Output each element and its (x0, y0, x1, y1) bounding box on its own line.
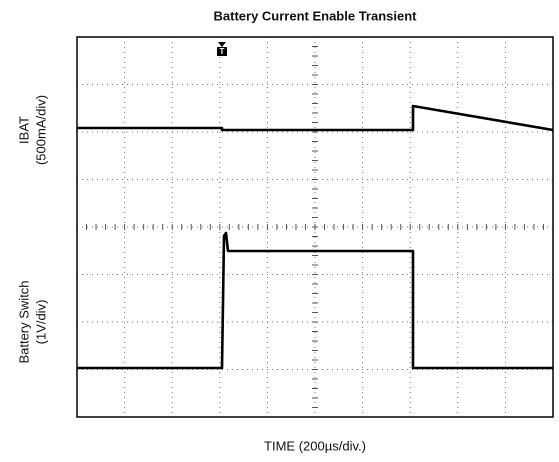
trigger-marker: T (217, 42, 227, 56)
y-label: (1V/div) (33, 300, 48, 345)
y-label: Battery Switch (16, 280, 31, 363)
title: Battery Current Enable Transient (214, 8, 418, 23)
ibat-trace (77, 104, 554, 132)
y-label: (500mA/div) (33, 95, 48, 165)
x-label: TIME (200µs/div.) (264, 438, 366, 453)
y-label: IBAT (16, 116, 31, 144)
plot-frame (76, 36, 554, 418)
graticule (76, 36, 554, 418)
switch-trace (77, 231, 553, 370)
svg-text:T: T (220, 47, 225, 56)
